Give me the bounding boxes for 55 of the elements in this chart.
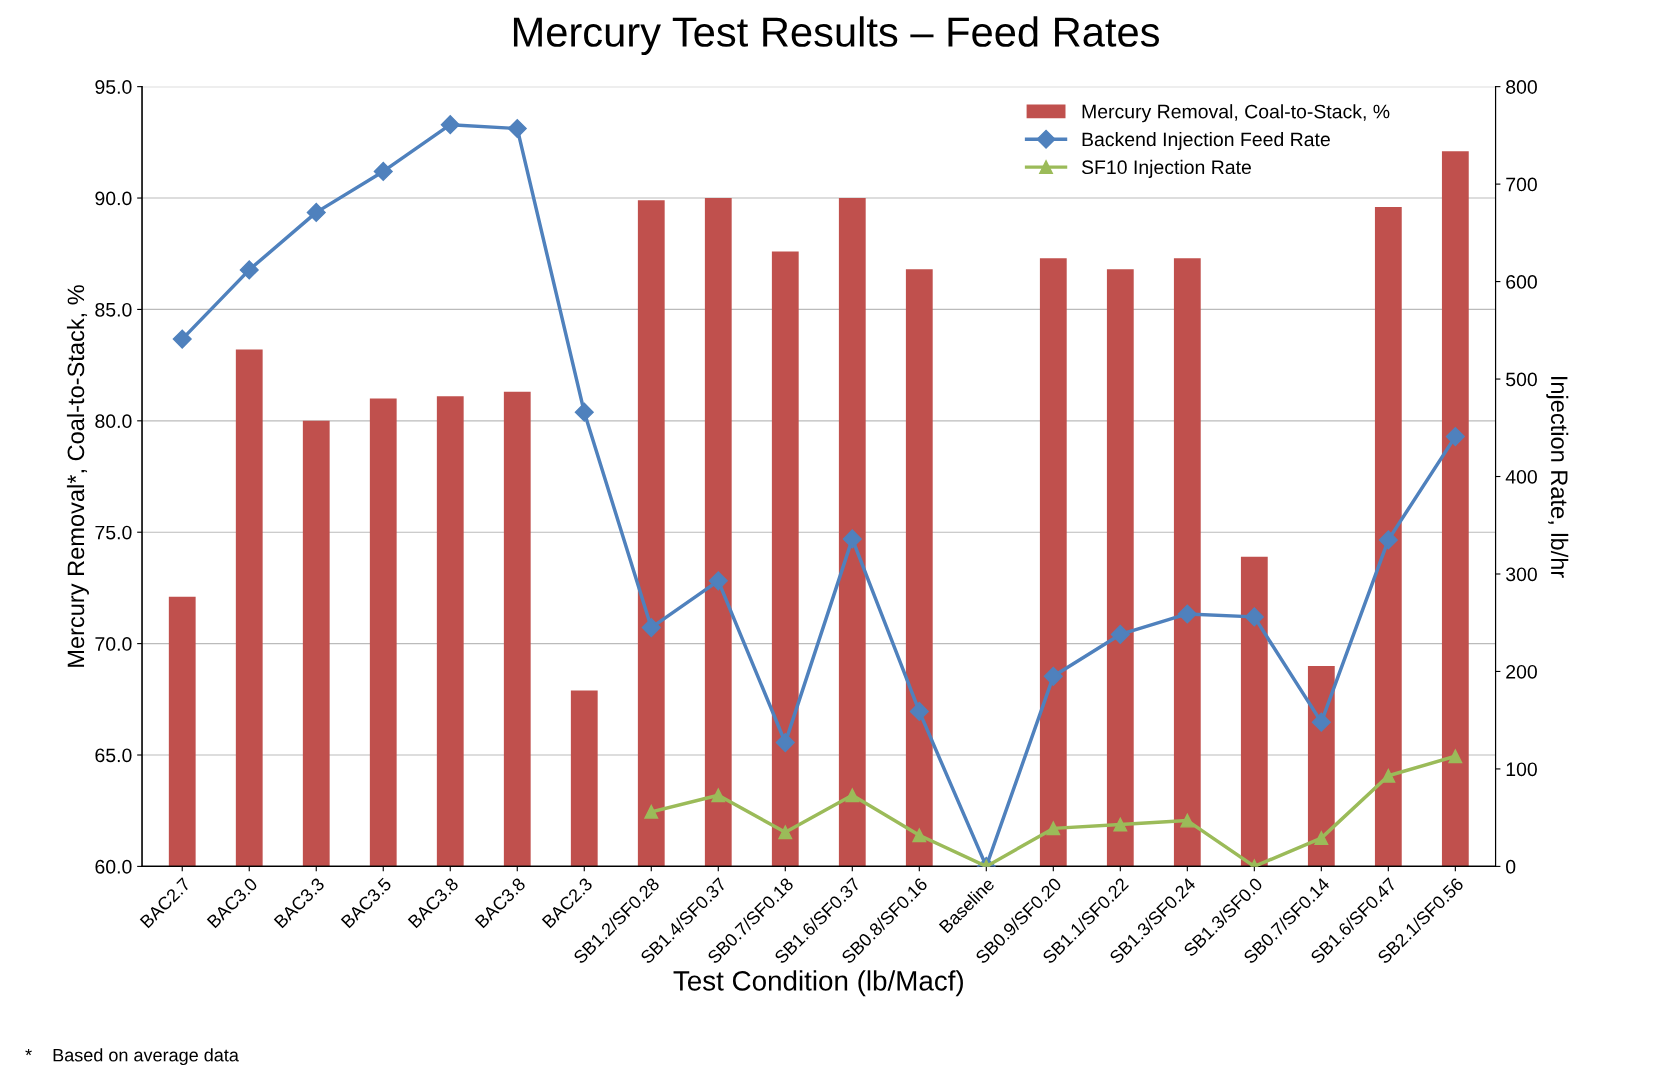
- y2-tick-label: 600: [1506, 275, 1537, 289]
- point: [842, 529, 862, 549]
- y-tick-label: 60.0: [95, 859, 132, 874]
- y2-tick-label: 800: [1506, 80, 1537, 94]
- point: [1378, 530, 1398, 550]
- point: [1244, 607, 1264, 627]
- chart-title: Mercury Test Results – Feed Rates: [513, 16, 1159, 56]
- point: [306, 202, 326, 222]
- y-tick-label: 65.0: [95, 748, 132, 763]
- point: [1046, 821, 1061, 836]
- point: [574, 402, 594, 422]
- y2-tick-label: 300: [1506, 567, 1537, 582]
- text: * Based on average data: [25, 1048, 239, 1066]
- y-tick-label: 70.0: [95, 637, 132, 651]
- point: [644, 804, 659, 819]
- y2-axis-title: Injection Rate, lb/hr: [1546, 376, 1569, 578]
- point: [1110, 624, 1130, 644]
- point: [711, 788, 726, 803]
- point: [1177, 604, 1197, 624]
- y-tick-label: 90.0: [95, 191, 132, 206]
- point: [912, 828, 927, 843]
- x-axis-title: Test Condition (lb/Macf): [673, 970, 963, 997]
- y2-tick-label: 100: [1506, 762, 1537, 777]
- point: [708, 571, 728, 591]
- point: [373, 161, 393, 181]
- legend-label: Mercury Removal, Coal-to-Stack, %: [1082, 104, 1390, 123]
- point: [1043, 666, 1063, 686]
- point: [1113, 817, 1128, 832]
- point: [1381, 768, 1396, 783]
- y2-tick-label: 0: [1506, 859, 1516, 874]
- y-tick-label: 75.0: [95, 525, 132, 540]
- point: [507, 119, 527, 139]
- point: [172, 329, 192, 349]
- legend-label: SF10 Injection Rate: [1081, 159, 1251, 178]
- point: [778, 825, 793, 840]
- y2-tick-label: 400: [1505, 469, 1537, 484]
- point: [775, 733, 795, 753]
- y-tick-label: 80.0: [95, 414, 132, 429]
- point: [1311, 712, 1331, 732]
- y2-tick-label: 500: [1506, 372, 1537, 387]
- point: [1180, 813, 1195, 828]
- point: [239, 260, 259, 280]
- y-tick-label: 95.0: [95, 80, 132, 94]
- y-tick-label: 85.0: [95, 302, 132, 317]
- point: [641, 618, 661, 638]
- point: [1314, 831, 1329, 846]
- point: [440, 115, 460, 135]
- point: [1445, 427, 1465, 447]
- y2-tick-label: 200: [1506, 664, 1537, 679]
- point: [845, 788, 860, 803]
- y2-tick-label: 700: [1506, 177, 1537, 192]
- point: [1448, 749, 1463, 764]
- point: [909, 701, 929, 721]
- legend-label: Backend Injection Feed Rate: [1082, 131, 1330, 151]
- y-axis-title: Mercury Removal*, Coal-to-Stack, %: [66, 285, 89, 667]
